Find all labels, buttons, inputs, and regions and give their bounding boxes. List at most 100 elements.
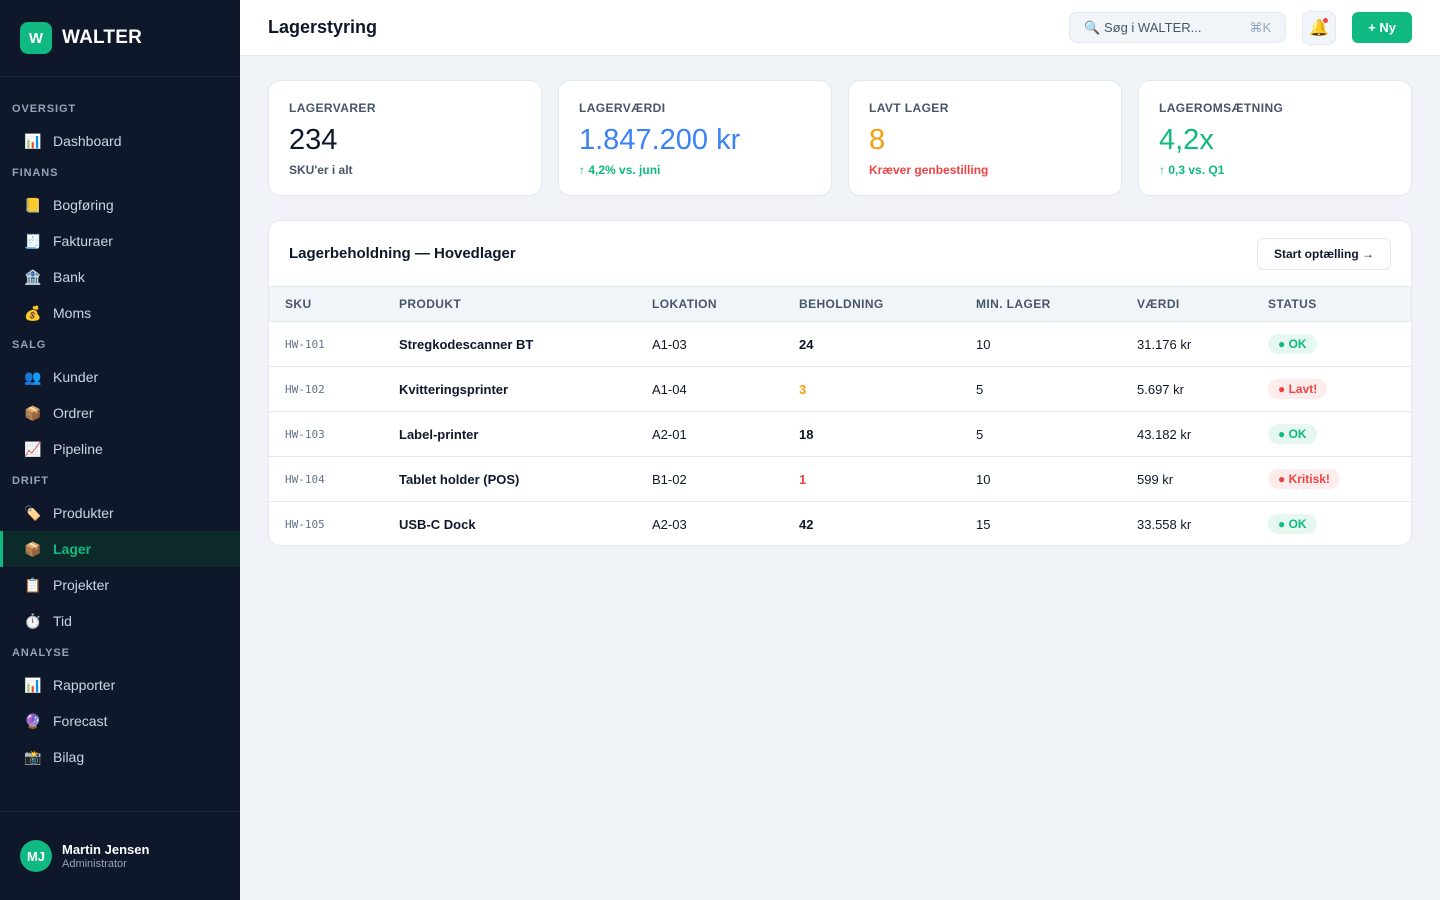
nav-section-title: SALG: [12, 339, 47, 351]
search-input[interactable]: 🔍 Søg i WALTER... ⌘K: [1069, 12, 1287, 43]
column-header[interactable]: SKU: [269, 286, 399, 322]
column-header[interactable]: PRODUKT: [399, 286, 652, 322]
brand-logo[interactable]: W: [20, 22, 52, 54]
table-row[interactable]: HW-103 Label-printer A2-01 18 5 43.182 kr ● OK: [269, 411, 1411, 457]
value-cell: 43.182 kr: [1137, 411, 1268, 457]
sidebar-item-tid[interactable]: ⏱️ Tid: [0, 603, 240, 639]
stock-cell: 24: [799, 321, 976, 367]
product-cell[interactable]: Tablet holder (POS): [399, 456, 652, 502]
sidebar-item-lager[interactable]: 📦 Lager: [0, 531, 240, 567]
product-cell[interactable]: Label-printer: [399, 411, 652, 457]
column-header[interactable]: STATUS: [1268, 286, 1411, 322]
trend-up-icon: 📈: [24, 440, 42, 457]
kpi-label: LAGERVARER: [289, 101, 376, 115]
kpi-cards: LAGERVARER 234 SKU'er i alt LAGERVÆRDI 1.847…: [268, 80, 1412, 196]
table-row[interactable]: HW-102 Kvitteringsprinter A1-04 3 5 5.697 kr ●…: [269, 366, 1411, 412]
status-badge: ● OK: [1268, 334, 1317, 354]
kpi-card: LAGEROMSÆTNING 4,2x ↑ 0,3 vs. Q1: [1138, 80, 1412, 196]
stock-cell: 18: [799, 411, 976, 457]
table-body: HW-101 Stregkodescanner BT A1-03 24 10 31.176…: [269, 321, 1411, 546]
camera-icon: 📸: [24, 748, 42, 765]
column-header[interactable]: LOKATION: [652, 286, 799, 322]
receipt-icon: 🧾: [24, 232, 42, 249]
kpi-card: LAVT LAGER 8 Kræver genbestilling: [848, 80, 1122, 196]
sidebar-item-fakturaer[interactable]: 🧾 Fakturaer: [0, 223, 240, 259]
sidebar-item-forecast[interactable]: 🔮 Forecast: [0, 703, 240, 739]
chart-icon: 📊: [24, 676, 42, 693]
start-count-button[interactable]: Start optælling →: [1257, 237, 1391, 270]
inventory-panel: Lagerbeholdning — Hovedlager Start optæl…: [268, 220, 1412, 546]
column-header[interactable]: BEHOLDNING: [799, 286, 976, 322]
table-row[interactable]: HW-104 Tablet holder (POS) B1-02 1 10 599 kr ●…: [269, 456, 1411, 502]
sidebar-item-label: Fakturaer: [53, 233, 113, 249]
product-cell[interactable]: Stregkodescanner BT: [399, 321, 652, 367]
table-row[interactable]: HW-105 USB-C Dock A2-03 42 15 33.558 kr ● OK: [269, 502, 1411, 546]
notification-dot: [1323, 17, 1329, 23]
search-placeholder: 🔍 Søg i WALTER...: [1084, 19, 1202, 35]
sidebar-item-label: Tid: [53, 613, 72, 629]
sidebar-item-label: Projekter: [53, 577, 110, 593]
min-stock-cell: 10: [976, 321, 1137, 367]
status-cell: ● OK: [1268, 321, 1411, 367]
new-button[interactable]: + Ny: [1352, 12, 1412, 43]
product-cell[interactable]: Kvitteringsprinter: [399, 366, 652, 412]
kpi-subtext: SKU'er i alt: [289, 163, 353, 177]
package-icon: 📦: [24, 540, 42, 557]
kpi-value: 8: [869, 124, 886, 156]
kpi-value: 234: [289, 124, 338, 156]
sidebar-item-bogf-ring[interactable]: 📒 Bogføring: [0, 187, 240, 223]
nav-section-title: FINANS: [12, 167, 59, 179]
sidebar-item-rapporter[interactable]: 📊 Rapporter: [0, 667, 240, 703]
topbar: Lagerstyring 🔍 Søg i WALTER... ⌘K 🔔 + Ny: [240, 0, 1440, 56]
stock-cell: 3: [799, 366, 976, 412]
sidebar-item-label: Dashboard: [53, 133, 122, 149]
sidebar-item-projekter[interactable]: 📋 Projekter: [0, 567, 240, 603]
value-cell: 5.697 kr: [1137, 366, 1268, 412]
sidebar-item-label: Pipeline: [53, 441, 103, 457]
sidebar-item-kunder[interactable]: 👥 Kunder: [0, 359, 240, 395]
sidebar-item-bank[interactable]: 🏦 Bank: [0, 259, 240, 295]
status-badge: ● OK: [1268, 514, 1317, 535]
sidebar-item-ordrer[interactable]: 📦 Ordrer: [0, 395, 240, 431]
sidebar-item-moms[interactable]: 💰 Moms: [0, 295, 240, 331]
sidebar-item-produkter[interactable]: 🏷️ Produkter: [0, 495, 240, 531]
sidebar-item-label: Ordrer: [53, 405, 94, 421]
column-header[interactable]: VÆRDI: [1137, 286, 1268, 322]
min-stock-cell: 15: [976, 516, 991, 532]
notifications-button[interactable]: 🔔: [1302, 10, 1337, 45]
min-stock-cell: 5: [976, 411, 1137, 457]
brand: W WALTER: [0, 0, 240, 77]
avatar[interactable]: MJ: [20, 840, 52, 872]
inventory-table: SKU PRODUKT LOKATION BEHOLDNING MIN. LAGER VÆ…: [269, 286, 1411, 546]
product-cell[interactable]: USB-C Dock: [399, 516, 476, 532]
kpi-card: LAGERVÆRDI 1.847.200 kr ↑ 4,2% vs. juni: [558, 80, 832, 196]
status-cell: ● OK: [1268, 411, 1411, 457]
kpi-label: LAGEROMSÆTNING: [1159, 101, 1284, 115]
status-badge: ● OK: [1268, 424, 1317, 444]
status-cell: ● Kritisk!: [1268, 456, 1411, 502]
sidebar-item-label: Bank: [53, 269, 85, 285]
nav-section-title: DRIFT: [12, 475, 49, 487]
sidebar-item-dashboard[interactable]: 📊 Dashboard: [0, 123, 240, 159]
tag-icon: 🏷️: [24, 504, 42, 521]
table-header-row: SKU PRODUKT LOKATION BEHOLDNING MIN. LAGER VÆ…: [269, 286, 1411, 322]
sidebar-item-bilag[interactable]: 📸 Bilag: [0, 739, 240, 775]
brand-name[interactable]: WALTER: [62, 27, 143, 48]
user-profile[interactable]: MJ Martin Jensen Administrator: [0, 811, 240, 900]
bank-icon: 🏦: [24, 268, 42, 285]
bell-icon: 🔔: [1309, 19, 1330, 37]
user-info: Martin Jensen Administrator: [62, 842, 149, 870]
sidebar-item-label: Produkter: [53, 505, 114, 521]
location-cell: A2-03: [652, 516, 687, 532]
sku-cell: HW-103: [269, 411, 399, 457]
table-row[interactable]: HW-101 Stregkodescanner BT A1-03 24 10 31.176…: [269, 321, 1411, 367]
sidebar-item-label: Kunder: [53, 369, 99, 385]
sku-cell: HW-105: [285, 517, 325, 531]
topbar-actions: 🔍 Søg i WALTER... ⌘K 🔔 + Ny: [1069, 10, 1412, 45]
sidebar-item-pipeline[interactable]: 📈 Pipeline: [0, 431, 240, 467]
people-icon: 👥: [24, 368, 42, 385]
stock-cell: 42: [799, 516, 814, 532]
package-icon: 📦: [24, 404, 42, 421]
sku-cell: HW-101: [269, 321, 399, 367]
column-header[interactable]: MIN. LAGER: [976, 286, 1137, 322]
